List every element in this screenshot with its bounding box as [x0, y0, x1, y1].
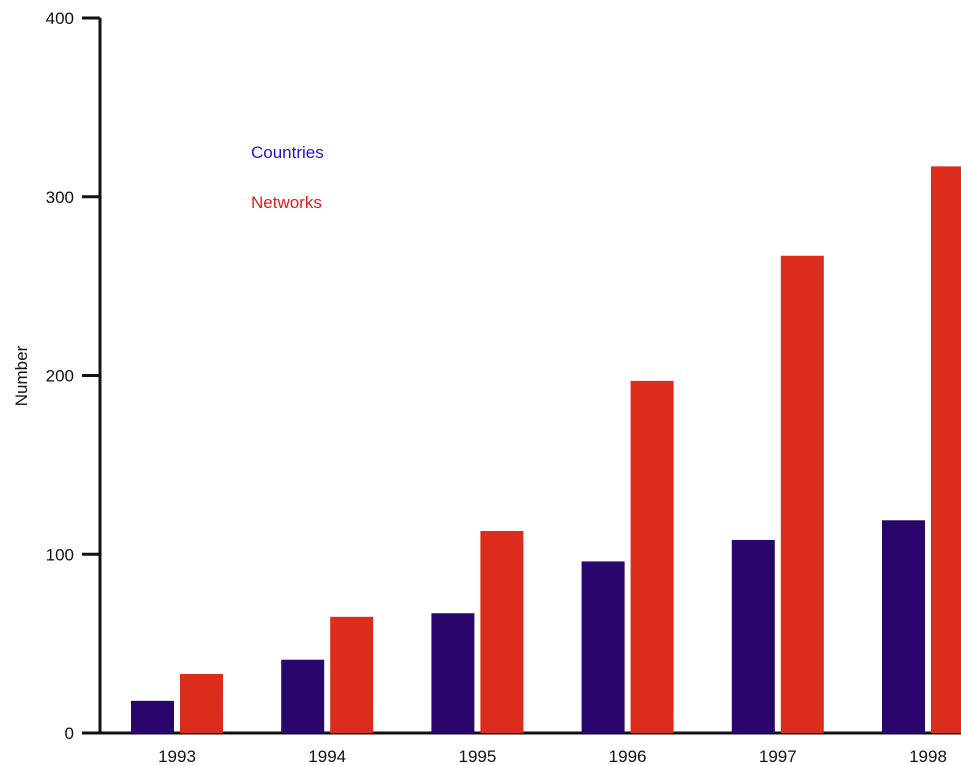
legend: Countries Networks: [251, 143, 324, 212]
y-axis: 0 100 200 300 400: [46, 9, 102, 743]
y-tick-label: 100: [46, 545, 74, 564]
bar-networks-1993: [180, 674, 223, 733]
bar-countries-1993: [131, 700, 174, 733]
bar-networks-1994: [330, 616, 374, 733]
y-tick-label: 400: [46, 9, 74, 28]
x-tick-label: 1996: [609, 747, 647, 765]
legend-item-networks: Networks: [251, 193, 322, 212]
bar-networks-1995: [480, 531, 524, 733]
bar-countries-1998: [882, 520, 925, 733]
bars: [131, 166, 961, 734]
y-tick-label: 200: [46, 367, 74, 386]
bar-countries-1995: [431, 613, 475, 733]
y-tick-label: 0: [65, 724, 74, 743]
bar-networks-1997: [780, 255, 824, 734]
y-tick-label: 300: [46, 188, 74, 207]
bar-countries-1994: [281, 659, 325, 733]
x-tick-label: 1998: [909, 747, 947, 765]
x-tick-label: 1995: [458, 747, 496, 765]
x-tick-label: 1994: [308, 747, 346, 765]
bar-networks-1996: [630, 380, 674, 733]
y-axis-label: Number: [12, 345, 31, 406]
x-tick-label: 1993: [158, 747, 196, 765]
bar-networks-1998: [931, 166, 961, 734]
bar-countries-1997: [731, 539, 775, 733]
legend-item-countries: Countries: [251, 143, 324, 162]
x-tick-label: 1997: [759, 747, 797, 765]
bar-countries-1996: [581, 561, 625, 733]
x-tick-labels: 1993 1994 1995 1996 1997 1998: [158, 747, 947, 765]
